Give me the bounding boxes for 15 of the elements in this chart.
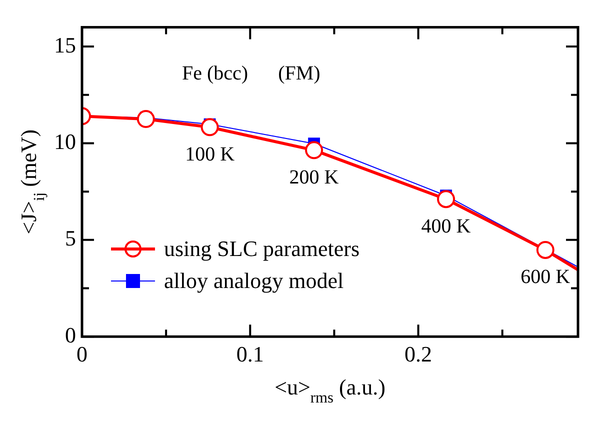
y-tick-label: 15 [54, 32, 76, 58]
annotation: 200 K [289, 166, 340, 188]
legend-label: using SLC parameters [164, 236, 360, 262]
annotation: 400 K [421, 215, 472, 238]
annotation: Fe (bcc) [182, 62, 248, 84]
annotation: (FM) [278, 62, 320, 84]
y-axis-title: <J>ij (meV) [16, 129, 48, 234]
y-tick-label: 0 [65, 322, 76, 348]
x-tick-label: 0.2 [404, 342, 432, 367]
legend-label: alloy analogy model [164, 268, 344, 294]
annotation: 100 K [185, 143, 236, 166]
y-tick-label: 10 [54, 129, 76, 154]
x-tick-label: 0.1 [236, 342, 264, 367]
annotation: 600 K [520, 266, 571, 288]
y-tick-label: 5 [65, 226, 76, 251]
